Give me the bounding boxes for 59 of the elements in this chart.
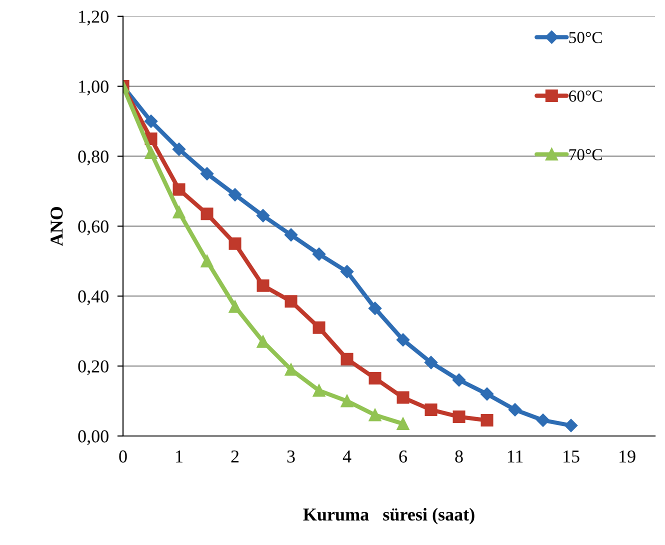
point	[452, 373, 466, 387]
point	[256, 279, 270, 292]
point	[284, 295, 298, 308]
point	[424, 404, 438, 416]
x-tick-label: 2	[231, 450, 239, 462]
point	[480, 414, 494, 427]
point	[368, 302, 382, 315]
point	[144, 114, 158, 128]
x-tick-label: 11	[508, 450, 523, 462]
point	[172, 142, 186, 156]
y-axis-title: ANO	[50, 206, 63, 246]
point	[144, 146, 158, 159]
y-tick-label: 0,40	[78, 290, 108, 306]
x-tick-label: 4	[342, 450, 352, 462]
y-tick-label: 1,20	[79, 10, 108, 26]
point	[340, 265, 354, 278]
legend-label: 60°C	[569, 90, 602, 102]
point	[200, 167, 214, 180]
point	[396, 333, 410, 346]
point	[228, 188, 242, 202]
legend-label: 70°C	[569, 149, 602, 160]
point	[312, 384, 326, 397]
point	[536, 414, 550, 427]
point	[284, 228, 298, 242]
x-axis-title: Kuruma süresi (saat)	[303, 508, 474, 524]
x-tick-label: 19	[620, 450, 636, 463]
point	[368, 408, 382, 422]
point	[256, 209, 270, 222]
point	[284, 363, 298, 376]
legend-label: 50°C	[569, 32, 602, 44]
point	[396, 391, 410, 404]
x-tick-label: 1	[176, 450, 182, 462]
point	[508, 403, 522, 416]
point	[424, 356, 438, 370]
point	[312, 248, 326, 261]
point	[200, 208, 214, 220]
y-tick-label: 0,80	[78, 150, 108, 166]
point	[340, 352, 354, 366]
x-tick-label: 0	[119, 450, 127, 463]
y-tick-label: 0,00	[78, 430, 108, 446]
point	[228, 237, 242, 250]
point	[228, 300, 242, 313]
point	[480, 387, 494, 401]
point	[200, 254, 214, 268]
point	[172, 206, 186, 218]
y-tick-label: 0,20	[78, 360, 108, 376]
point	[452, 410, 466, 424]
point	[564, 418, 578, 432]
y-tick-label: 1,00	[79, 80, 108, 96]
x-tick-label: 6	[399, 450, 407, 463]
x-tick-label: 15	[564, 450, 580, 463]
y-tick-label: 0,60	[78, 220, 108, 236]
point	[368, 372, 382, 385]
point	[396, 418, 410, 430]
x-tick-label: 3	[287, 450, 295, 463]
x-tick-label: 8	[455, 450, 463, 463]
point	[312, 321, 326, 334]
point	[172, 183, 186, 196]
point	[340, 394, 354, 408]
